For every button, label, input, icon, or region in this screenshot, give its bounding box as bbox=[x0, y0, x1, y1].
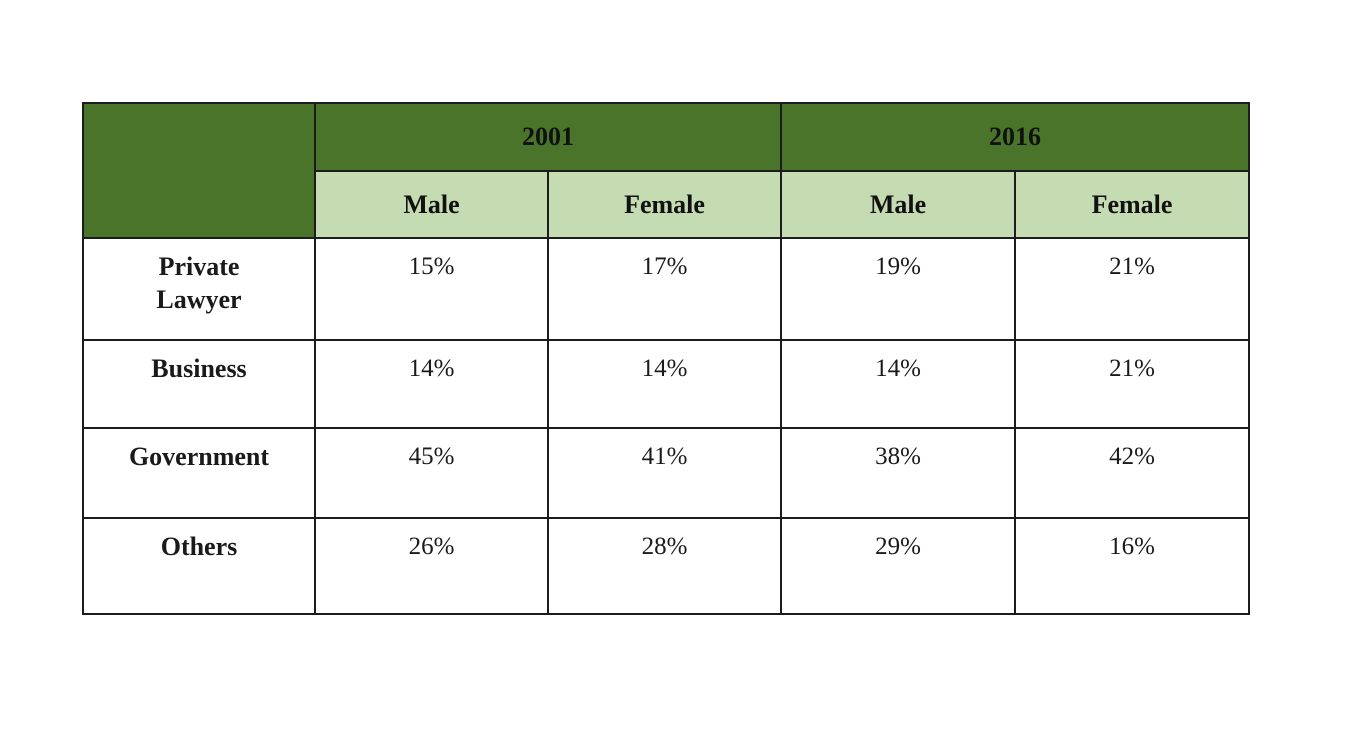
row-label-text: Business bbox=[151, 354, 247, 383]
corner-cell bbox=[82, 102, 316, 239]
gender-header-2016-male: Male bbox=[780, 170, 1016, 239]
row-label-text: Government bbox=[128, 442, 270, 471]
row-label: Others bbox=[82, 517, 316, 615]
row-label-text: Private Lawyer bbox=[156, 252, 242, 314]
occupation-percentage-table: 2001 2016 Male Female Male Female Privat… bbox=[82, 102, 1250, 615]
cell-value: 14% bbox=[314, 339, 549, 429]
cell-value: 14% bbox=[547, 339, 782, 429]
cell-value: 21% bbox=[1014, 237, 1250, 341]
year-header-row: 2001 2016 bbox=[82, 102, 1250, 239]
table-row-private-lawyer: Private Lawyer 15% 17% 19% 21% bbox=[82, 237, 1250, 341]
table-row-business: Business 14% 14% 14% 21% bbox=[82, 339, 1250, 429]
row-label: Private Lawyer bbox=[82, 237, 316, 341]
cell-value: 38% bbox=[780, 427, 1016, 519]
cell-value: 42% bbox=[1014, 427, 1250, 519]
row-label: Government bbox=[82, 427, 316, 519]
row-label: Business bbox=[82, 339, 316, 429]
year-header-2001: 2001 bbox=[314, 102, 782, 172]
gender-header-2016-female: Female bbox=[1014, 170, 1250, 239]
table-row-others: Others 26% 28% 29% 16% bbox=[82, 517, 1250, 615]
row-label-text: Others bbox=[160, 532, 238, 561]
gender-header-2001-female: Female bbox=[547, 170, 782, 239]
cell-value: 28% bbox=[547, 517, 782, 615]
cell-value: 45% bbox=[314, 427, 549, 519]
cell-value: 21% bbox=[1014, 339, 1250, 429]
cell-value: 26% bbox=[314, 517, 549, 615]
cell-value: 41% bbox=[547, 427, 782, 519]
cell-value: 17% bbox=[547, 237, 782, 341]
year-header-2016: 2016 bbox=[780, 102, 1250, 172]
table-row-government: Government 45% 41% 38% 42% bbox=[82, 427, 1250, 519]
data-table-container: 2001 2016 Male Female Male Female Privat… bbox=[82, 102, 1250, 615]
cell-value: 15% bbox=[314, 237, 549, 341]
cell-value: 16% bbox=[1014, 517, 1250, 615]
gender-header-2001-male: Male bbox=[314, 170, 549, 239]
cell-value: 29% bbox=[780, 517, 1016, 615]
gender-header-row: Male Female Male Female bbox=[83, 170, 1250, 239]
cell-value: 19% bbox=[780, 237, 1016, 341]
cell-value: 14% bbox=[780, 339, 1016, 429]
